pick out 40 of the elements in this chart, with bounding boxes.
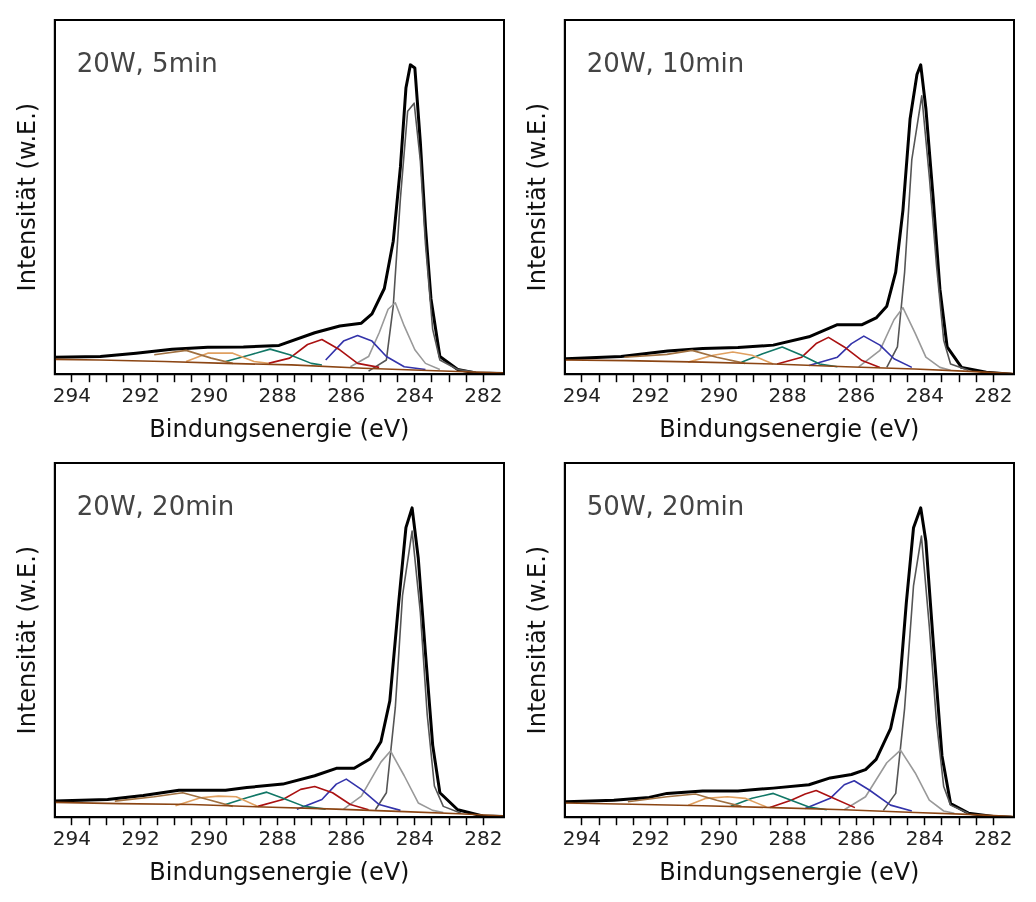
x-tick-label: 282 <box>974 826 1013 851</box>
x-tick-label: 284 <box>395 826 434 851</box>
y-axis-title: Intensität (w.E.) <box>12 102 41 292</box>
x-tick-label: 292 <box>121 383 160 408</box>
annotation: 50W, 20min <box>586 490 745 521</box>
x-tick-label: 290 <box>190 383 229 408</box>
x-tick-label: 290 <box>190 826 229 851</box>
x-tick-label: 284 <box>395 383 434 408</box>
x-axis-title: Bindungsenergie (eV) <box>149 857 410 886</box>
x-tick-label: 292 <box>121 826 160 851</box>
y-axis-title: Intensität (w.E.) <box>522 545 551 735</box>
x-tick-label: 292 <box>631 826 670 851</box>
x-tick-label: 282 <box>464 383 503 408</box>
x-tick-label: 292 <box>631 383 670 408</box>
x-axis-title: Bindungsenergie (eV) <box>149 414 410 443</box>
x-tick-label: 286 <box>837 826 876 851</box>
x-tick-label: 290 <box>700 826 739 851</box>
y-axis-title: Intensität (w.E.) <box>522 102 551 292</box>
annotation: 20W, 20min <box>76 490 235 521</box>
x-tick-label: 284 <box>905 383 944 408</box>
x-tick-label: 290 <box>700 383 739 408</box>
x-tick-label: 288 <box>768 383 807 408</box>
x-tick-label: 284 <box>905 826 944 851</box>
x-tick-label: 294 <box>562 826 602 851</box>
y-axis-title: Intensität (w.E.) <box>12 545 41 735</box>
x-tick-label: 288 <box>258 826 297 851</box>
x-tick-label: 294 <box>52 826 92 851</box>
x-tick-label: 294 <box>52 383 92 408</box>
x-axis-title: Bindungsenergie (eV) <box>659 414 920 443</box>
x-axis-title: Bindungsenergie (eV) <box>659 857 920 886</box>
annotation: 20W, 5min <box>76 47 218 78</box>
x-tick-label: 294 <box>562 383 602 408</box>
x-tick-label: 288 <box>768 826 807 851</box>
x-tick-label: 282 <box>974 383 1013 408</box>
x-tick-label: 286 <box>837 383 876 408</box>
annotation: 20W, 10min <box>586 47 745 78</box>
x-tick-label: 286 <box>327 826 366 851</box>
x-tick-label: 286 <box>327 383 366 408</box>
x-tick-label: 282 <box>464 826 503 851</box>
x-tick-label: 288 <box>258 383 297 408</box>
